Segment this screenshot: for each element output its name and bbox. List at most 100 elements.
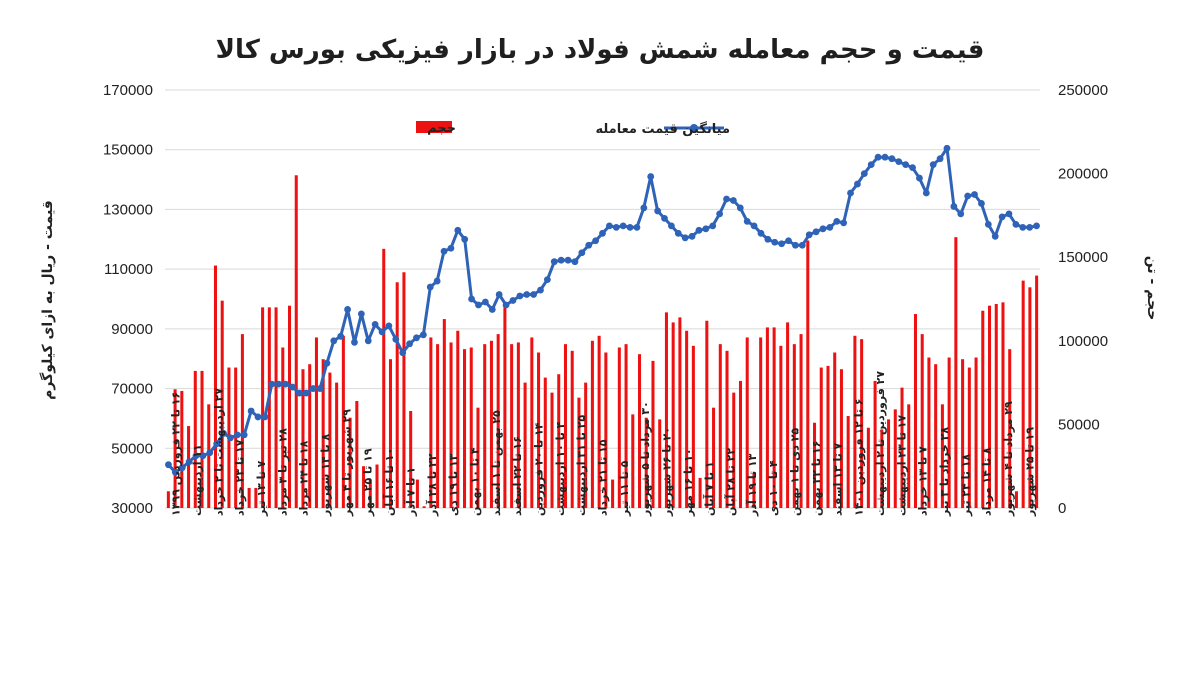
price-point xyxy=(971,191,978,198)
x-tick-label: ۷ تا ۱۳ اسفند xyxy=(831,442,844,516)
y-right-tick-label: 150000 xyxy=(1058,249,1108,266)
volume-bar xyxy=(570,350,574,508)
volume-bar xyxy=(873,380,877,508)
price-point xyxy=(709,222,717,230)
volume-bar xyxy=(557,374,561,508)
volume-bar xyxy=(806,240,810,509)
x-tick-label: ۷ تا ۱۳ تیر xyxy=(255,460,268,517)
x-tick-label: ۸ تا ۱۴ شهریور xyxy=(319,434,332,517)
volume-bar xyxy=(792,344,796,508)
volume-bar xyxy=(974,357,978,508)
volume-bar xyxy=(321,359,325,508)
volume-bar xyxy=(772,327,776,508)
price-point xyxy=(247,407,255,415)
price-point xyxy=(220,429,227,437)
volume-bar xyxy=(516,342,520,508)
volume-bar xyxy=(1028,287,1032,508)
y-right-tick-label: 100000 xyxy=(1058,333,1108,350)
volume-bar xyxy=(664,312,668,508)
price-point xyxy=(895,158,903,166)
price-point xyxy=(240,431,248,439)
price-point xyxy=(488,306,496,313)
price-point xyxy=(413,334,420,342)
price-point xyxy=(454,226,462,234)
x-tick-label: ۱۹ تا ۲۵ مهر xyxy=(362,448,375,517)
price-point xyxy=(213,440,221,448)
y-right-tick-label: 250000 xyxy=(1058,82,1108,99)
volume-bar xyxy=(839,369,843,508)
price-point xyxy=(881,153,889,161)
volume-bar xyxy=(624,344,628,508)
x-tick-label: ۱۶ تا ۲۲ فروردین ۱۳۹۹ xyxy=(170,392,183,516)
volume-bar xyxy=(644,417,648,508)
x-tick-label: ۱۷ تا ۲۳ اردیبهشت xyxy=(895,415,908,516)
price-point xyxy=(991,232,999,240)
price-point xyxy=(557,256,565,264)
legend-bar-label: حجم xyxy=(427,121,456,136)
volume-bar xyxy=(880,429,884,508)
volume-bar xyxy=(463,349,467,508)
volume-bar xyxy=(388,359,392,508)
price-point xyxy=(495,291,503,298)
price-point xyxy=(199,452,207,460)
volume-bar xyxy=(913,314,917,508)
volume-bar xyxy=(382,248,386,508)
price-point xyxy=(461,235,469,243)
y-left-tick-label: 170000 xyxy=(103,82,153,99)
x-tick-label: ۲۷ اردیبهشت تا ۲ خرداد xyxy=(212,388,225,516)
price-point xyxy=(964,192,972,200)
volume-bar xyxy=(456,330,460,508)
price-point xyxy=(902,161,910,169)
y-left-tick-label: 110000 xyxy=(104,261,153,278)
price-point xyxy=(171,468,179,476)
volume-bar xyxy=(294,175,298,508)
price-point xyxy=(330,337,338,345)
price-point xyxy=(812,228,820,236)
price-point xyxy=(406,340,413,348)
price-point xyxy=(309,385,317,392)
price-point xyxy=(605,222,613,230)
legend: حجم میانگین قیمت معامله xyxy=(416,121,730,137)
price-point xyxy=(909,164,916,172)
volume-bar xyxy=(765,327,769,508)
volume-bar xyxy=(436,344,440,508)
volume-bar xyxy=(745,337,749,508)
price-point xyxy=(419,331,427,339)
price-point xyxy=(1012,220,1020,228)
price-point xyxy=(530,291,538,298)
volume-bar xyxy=(617,347,621,508)
y-right-tick-label: 0 xyxy=(1058,500,1066,517)
volume-bar xyxy=(967,367,971,508)
volume-bar xyxy=(476,407,480,508)
price-point xyxy=(357,310,365,318)
x-tick-label: ۱۹ تا ۲۵ شهریور xyxy=(1023,427,1036,517)
price-point xyxy=(661,214,668,222)
price-point xyxy=(867,161,875,169)
price-point xyxy=(633,223,641,231)
price-point xyxy=(874,153,882,161)
x-tick-label: ۱۰ تا ۱۶ آبان xyxy=(382,448,396,516)
volume-bar xyxy=(934,364,938,508)
price-point xyxy=(502,301,510,309)
price-point xyxy=(730,197,737,204)
volume-bar xyxy=(341,335,345,508)
volume-bar xyxy=(813,422,817,508)
volume-bar xyxy=(718,344,722,508)
x-tick-label: ۱۶ تا ۲۲ بهمن xyxy=(810,441,823,516)
price-point xyxy=(695,226,703,234)
price-point xyxy=(227,434,234,442)
volume-bar xyxy=(604,352,608,508)
price-point xyxy=(585,241,593,249)
volume-bar xyxy=(240,334,244,508)
volume-bar xyxy=(819,367,823,508)
volume-bar xyxy=(853,335,857,508)
y-axis-left: 170000 150000 130000 110000 90000 70000 50000 3… xyxy=(103,82,153,517)
volume-bar xyxy=(173,389,177,508)
price-point xyxy=(612,223,620,231)
price-point xyxy=(468,295,475,303)
volume-bar xyxy=(712,407,716,508)
price-point xyxy=(916,174,923,182)
y-left-tick-label: 70000 xyxy=(111,381,153,398)
volume-bar xyxy=(187,426,191,508)
volume-bar xyxy=(274,307,278,508)
